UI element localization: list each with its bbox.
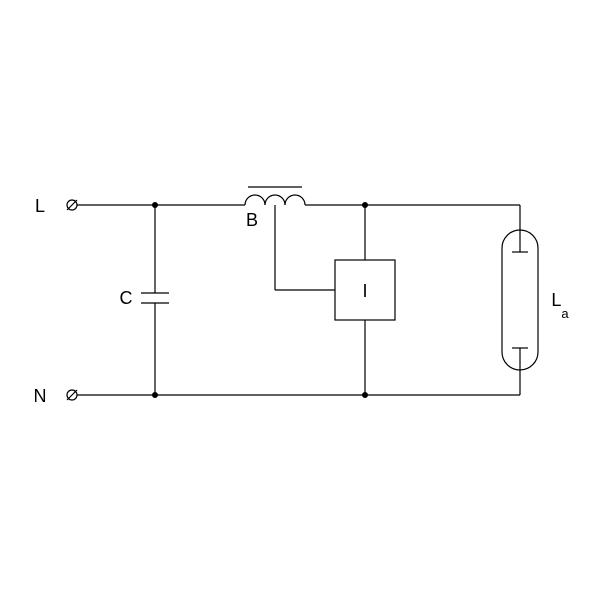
lamp-La: La (502, 205, 569, 395)
igniter-I: I (275, 205, 395, 395)
lamp-label-sub: a (561, 306, 569, 321)
circuit-diagram: L N C B (0, 0, 600, 600)
terminal-L: L (35, 196, 155, 216)
terminal-L-label: L (35, 196, 45, 216)
capacitor-label: C (120, 288, 133, 308)
terminal-N-label: N (34, 386, 47, 406)
inductor-label: B (246, 210, 258, 230)
igniter-label: I (362, 281, 367, 301)
lamp-label-main: L (551, 290, 561, 310)
capacitor-C: C (120, 205, 170, 395)
terminal-N: N (34, 386, 156, 406)
lamp-label: La (551, 290, 569, 321)
